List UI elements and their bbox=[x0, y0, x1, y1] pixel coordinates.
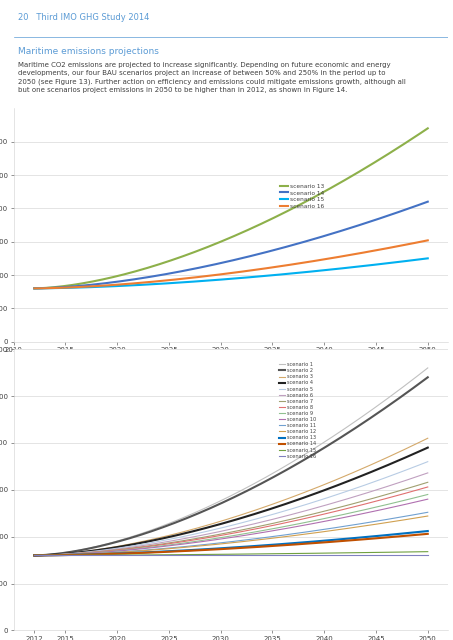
X-axis label: Figure 13: BAU projections of CO2 emissions from international maritime transpor: Figure 13: BAU projections of CO2 emissi… bbox=[82, 359, 380, 364]
Text: Maritime emissions projections: Maritime emissions projections bbox=[18, 47, 159, 56]
Legend: scenario 1, scenario 2, scenario 3, scenario 4, scenario 5, scenario 6, scenario: scenario 1, scenario 2, scenario 3, scen… bbox=[277, 360, 318, 461]
Text: 20   Third IMO GHG Study 2014: 20 Third IMO GHG Study 2014 bbox=[18, 13, 149, 22]
Text: Maritime CO2 emissions are projected to increase significantly. Depending on fut: Maritime CO2 emissions are projected to … bbox=[18, 62, 406, 93]
Legend: scenario 13, scenario 14, scenario 15, scenario 16: scenario 13, scenario 14, scenario 15, s… bbox=[277, 181, 327, 211]
